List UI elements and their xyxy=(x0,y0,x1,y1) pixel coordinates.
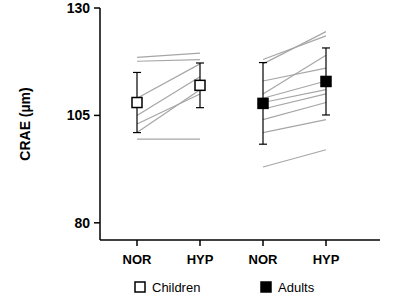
individual-line xyxy=(137,138,200,139)
legend-marker xyxy=(261,282,271,292)
error-bar xyxy=(322,48,330,115)
error-bar xyxy=(259,63,267,145)
y-tick xyxy=(94,115,100,117)
error-bar xyxy=(196,63,204,108)
legend-label: Adults xyxy=(278,280,315,295)
individual-line xyxy=(263,150,326,167)
individual-line xyxy=(137,64,200,98)
y-tick-label: 130 xyxy=(67,0,91,16)
x-tick-label: NOR xyxy=(249,252,279,267)
plot-area xyxy=(132,32,331,167)
y-tick xyxy=(94,7,100,9)
y-axis-label: CRAE (µm) xyxy=(17,87,33,160)
mean-marker xyxy=(258,98,268,108)
individual-line xyxy=(263,32,326,64)
y-tick-label: 80 xyxy=(74,215,90,231)
x-axis xyxy=(100,239,380,241)
individual-line xyxy=(263,55,326,94)
y-tick xyxy=(94,222,100,224)
mean-marker xyxy=(132,98,142,108)
x-tick xyxy=(136,240,138,246)
x-tick xyxy=(262,240,264,246)
legend-label: Children xyxy=(152,280,200,295)
x-tick-label: NOR xyxy=(123,252,153,267)
individual-line xyxy=(137,53,200,57)
x-tick xyxy=(199,240,201,246)
x-tick xyxy=(325,240,327,246)
individual-line xyxy=(137,60,200,62)
individual-line xyxy=(137,90,200,133)
error-bar xyxy=(133,72,141,132)
individual-line xyxy=(263,94,326,109)
legend-marker xyxy=(135,282,145,292)
chart: 80 105 130 CRAE (µm) NOR HYP NOR HYP Children Adu… xyxy=(0,0,400,298)
y-tick-label: 105 xyxy=(67,107,91,123)
x-tick-label: HYP xyxy=(187,252,214,267)
individual-line xyxy=(263,103,326,120)
x-tick-label: HYP xyxy=(313,252,340,267)
mean-marker xyxy=(321,76,331,86)
y-axis xyxy=(99,8,101,240)
individual-line xyxy=(263,120,326,133)
individual-line xyxy=(137,94,200,124)
mean-marker xyxy=(195,80,205,90)
